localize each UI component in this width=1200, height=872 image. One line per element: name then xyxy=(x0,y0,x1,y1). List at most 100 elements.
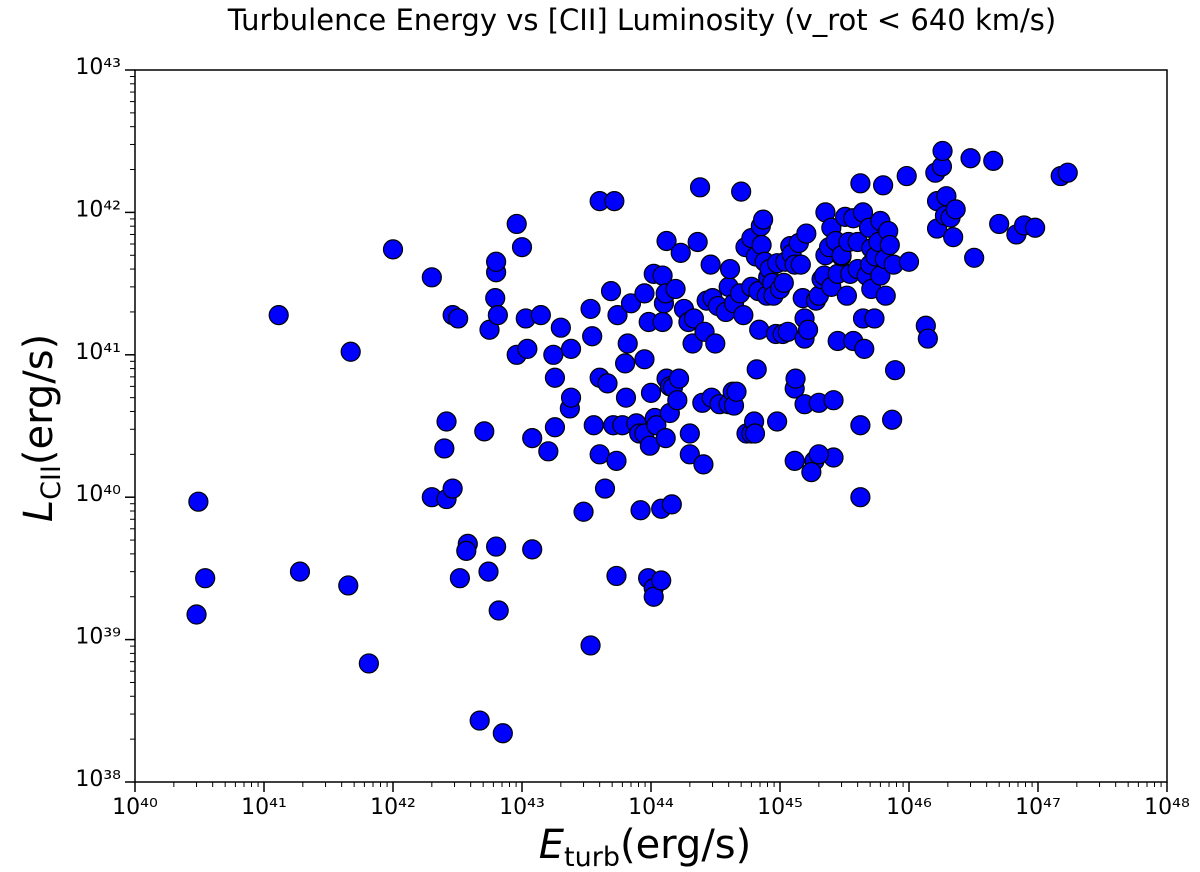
data-point xyxy=(733,305,754,326)
data-point xyxy=(785,368,806,389)
data-point xyxy=(719,258,741,280)
data-point xyxy=(726,381,747,402)
data-point xyxy=(850,415,871,436)
data-point xyxy=(606,565,627,587)
data-point xyxy=(670,242,691,263)
data-point xyxy=(683,308,704,329)
data-point xyxy=(797,319,819,340)
data-point xyxy=(630,500,651,521)
data-point xyxy=(434,438,455,459)
data-point xyxy=(960,148,981,169)
data-point xyxy=(665,278,686,300)
data-point xyxy=(583,415,604,436)
y-tick-label: 10⁴³ xyxy=(75,55,121,80)
data-point xyxy=(679,444,700,465)
data-point xyxy=(945,199,966,220)
data-point xyxy=(620,293,642,314)
data-point xyxy=(983,150,1004,171)
data-point xyxy=(560,387,582,408)
x-label-symbol: E xyxy=(539,822,565,868)
data-point xyxy=(492,723,513,744)
data-point xyxy=(338,575,359,596)
data-point xyxy=(652,311,673,333)
data-point xyxy=(485,288,506,309)
data-point xyxy=(486,536,507,557)
data-point xyxy=(506,213,527,235)
data-point xyxy=(538,441,559,462)
data-point xyxy=(442,478,463,499)
data-point xyxy=(544,367,566,388)
x-tick-label: 10⁴⁶ xyxy=(886,795,932,820)
data-point xyxy=(884,360,906,381)
data-point xyxy=(615,353,636,374)
data-point xyxy=(1057,162,1078,183)
data-point xyxy=(456,540,477,561)
data-point xyxy=(580,635,601,656)
data-point xyxy=(550,317,571,338)
data-point xyxy=(522,428,543,449)
data-point xyxy=(751,234,772,256)
y-tick-label: 10³⁹ xyxy=(75,625,121,650)
data-point xyxy=(580,298,601,320)
data-point xyxy=(268,305,289,326)
data-point xyxy=(188,491,209,512)
data-point xyxy=(594,478,616,499)
data-point xyxy=(607,305,628,326)
data-point xyxy=(679,423,700,444)
data-point xyxy=(850,173,871,194)
data-point xyxy=(943,227,964,248)
data-point xyxy=(790,254,811,275)
data-point xyxy=(668,368,690,389)
y-label-unit: (erg/s) xyxy=(16,334,62,465)
data-point xyxy=(753,209,774,230)
data-point xyxy=(661,494,682,515)
data-point xyxy=(195,568,216,589)
y-label-subscript: CII xyxy=(36,465,67,500)
data-point xyxy=(744,423,766,444)
data-point xyxy=(448,308,469,329)
data-point xyxy=(597,373,618,394)
data-point xyxy=(488,600,509,621)
data-point xyxy=(773,272,794,293)
data-point xyxy=(689,177,711,198)
data-point xyxy=(964,247,985,268)
data-point xyxy=(530,305,551,326)
data-point xyxy=(573,501,594,522)
data-point xyxy=(651,570,672,591)
data-point xyxy=(543,344,564,365)
data-point xyxy=(655,428,676,449)
y-tick-label: 10⁴² xyxy=(75,197,121,222)
data-point xyxy=(879,234,900,256)
data-point xyxy=(705,333,726,354)
data-point xyxy=(836,285,857,306)
data-point xyxy=(582,326,603,347)
data-point xyxy=(784,450,805,471)
data-point xyxy=(656,230,677,252)
data-point xyxy=(544,417,566,438)
y-tick-label: 10³⁸ xyxy=(75,767,121,792)
data-point xyxy=(746,359,767,380)
data-point xyxy=(486,251,507,272)
data-point xyxy=(617,333,638,354)
data-point xyxy=(896,165,917,187)
chart-title: Turbulence Energy vs [CII] Luminosity (v… xyxy=(227,3,1056,37)
data-point xyxy=(560,338,582,360)
data-point xyxy=(687,231,708,253)
data-point xyxy=(1025,217,1046,238)
data-point xyxy=(517,338,538,360)
data-point xyxy=(898,251,920,272)
data-point xyxy=(989,213,1010,235)
data-point xyxy=(487,305,508,326)
data-point xyxy=(340,341,361,362)
x-tick-label: 10⁴⁵ xyxy=(757,795,803,820)
data-point xyxy=(749,319,770,340)
data-point xyxy=(873,175,894,196)
data-point xyxy=(382,239,404,260)
data-point xyxy=(640,382,662,404)
data-point xyxy=(436,411,457,432)
data-point xyxy=(358,653,379,674)
x-label-unit: (erg/s) xyxy=(620,822,751,868)
data-point xyxy=(615,387,637,408)
data-point xyxy=(449,568,470,589)
